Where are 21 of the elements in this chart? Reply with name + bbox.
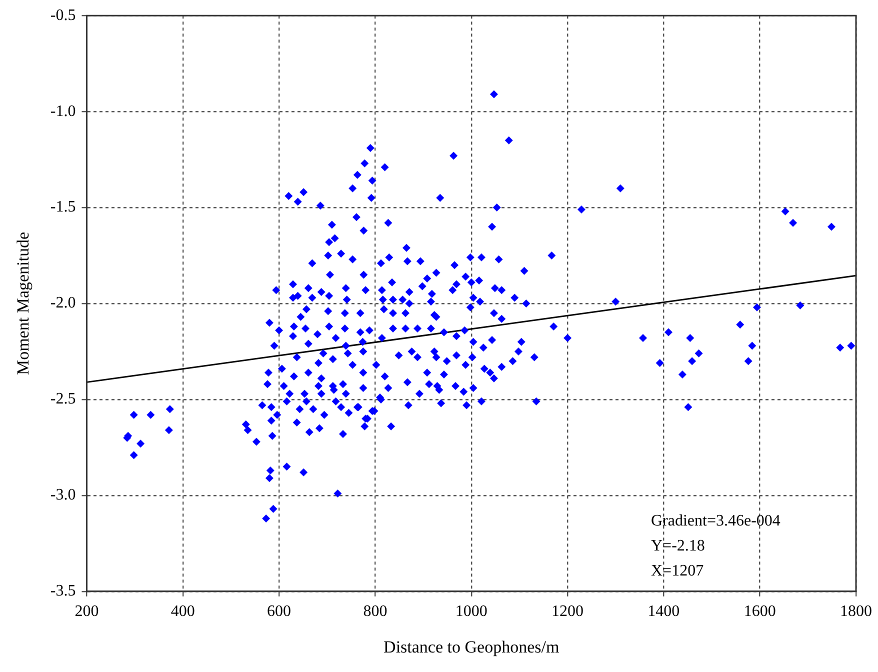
x-tick-label: 1200 — [552, 603, 584, 620]
x-tick-label: 1800 — [840, 603, 872, 620]
x-tick-label: 1400 — [648, 603, 680, 620]
x-axis-title: Distance to Geophones/m — [384, 637, 560, 656]
x-tick-label: 1000 — [455, 603, 488, 620]
y-tick-label: -0.5 — [50, 6, 76, 24]
y-tick-label: -2.5 — [50, 390, 76, 408]
annotation: Y=-2.18 — [651, 538, 705, 555]
y-tick-label: -3.5 — [50, 582, 76, 600]
y-tick-label: -3.0 — [50, 486, 76, 504]
annotation: Gradient=3.46e-004 — [651, 512, 780, 530]
x-tick-label: 1600 — [744, 603, 776, 620]
x-tick-label: 800 — [363, 603, 388, 620]
x-tick-label: 200 — [74, 603, 99, 620]
annotation: X=1207 — [651, 562, 704, 580]
x-tick-label: 600 — [267, 603, 292, 620]
y-axis-title: Moment Magenitude — [14, 232, 33, 376]
x-tick-label: 400 — [170, 603, 195, 620]
y-tick-label: -2.0 — [50, 294, 76, 312]
y-tick-label: -1.0 — [50, 102, 76, 120]
y-tick-label: -1.5 — [50, 198, 76, 216]
